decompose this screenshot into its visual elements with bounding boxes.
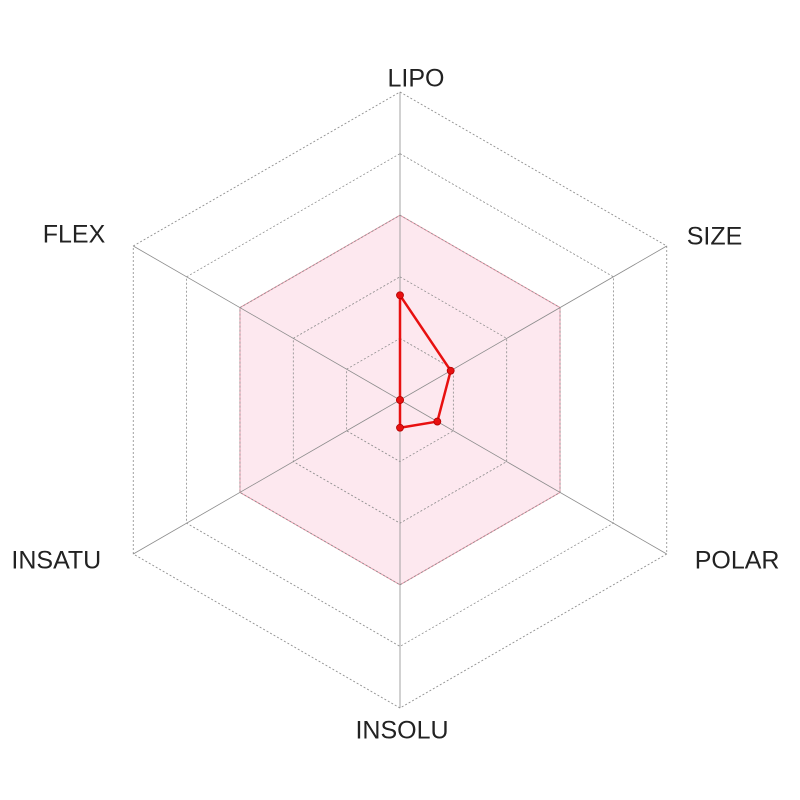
- data-point-flex: [396, 396, 404, 404]
- axis-spoke-size: [399, 245, 667, 401]
- series-line-0: [398, 294, 452, 429]
- axis-label-lipo: LIPO: [388, 65, 445, 93]
- data-point-insolu: [396, 423, 404, 432]
- axis-label-polar: POLAR: [695, 547, 780, 575]
- axis-spoke-insatu: [133, 399, 401, 555]
- data-point-lipo: [396, 291, 404, 300]
- axis-label-insolu: INSOLU: [355, 717, 448, 745]
- axis-spoke-flex: [133, 245, 401, 401]
- axis-label-insatu: INSATU: [11, 547, 101, 575]
- axis-label-flex: FLEX: [43, 221, 106, 249]
- data-point-size: [446, 366, 455, 375]
- axis-label-size: SIZE: [687, 223, 743, 251]
- data-point-polar: [433, 417, 442, 426]
- axis-spoke-polar: [399, 399, 667, 555]
